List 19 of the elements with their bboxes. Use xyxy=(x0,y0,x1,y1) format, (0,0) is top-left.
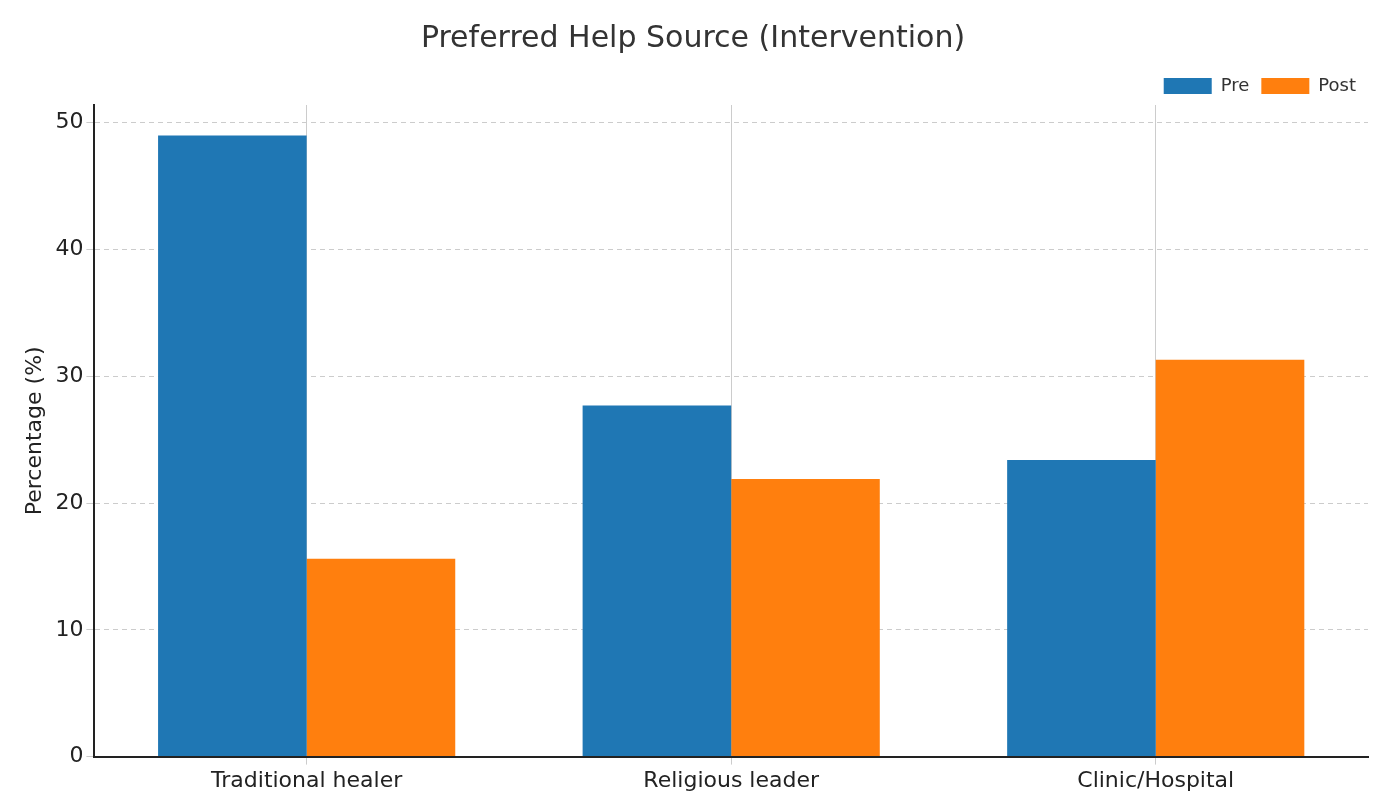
legend-label: Post xyxy=(1318,73,1357,95)
x-tick-label: Traditional healer xyxy=(210,766,404,792)
bar xyxy=(1155,359,1305,757)
bar xyxy=(1007,459,1156,757)
legend-label: Pre xyxy=(1220,73,1250,95)
y-tick-label: 40 xyxy=(55,235,84,261)
y-tick-label: 50 xyxy=(55,108,84,134)
chart-title: Preferred Help Source (Intervention) xyxy=(420,18,966,54)
x-tick-label: Religious leader xyxy=(643,766,820,792)
bar xyxy=(306,558,456,757)
y-tick-label: 30 xyxy=(55,362,84,388)
y-axis-title: Percentage (%) xyxy=(20,346,46,516)
y-tick-label: 20 xyxy=(55,488,84,514)
bar xyxy=(731,478,880,757)
bar xyxy=(582,405,732,757)
y-tick-label: 10 xyxy=(55,615,84,641)
x-tick-label: Clinic/Hospital xyxy=(1077,766,1235,792)
bar xyxy=(158,135,307,757)
y-tick-label: 0 xyxy=(69,742,84,768)
